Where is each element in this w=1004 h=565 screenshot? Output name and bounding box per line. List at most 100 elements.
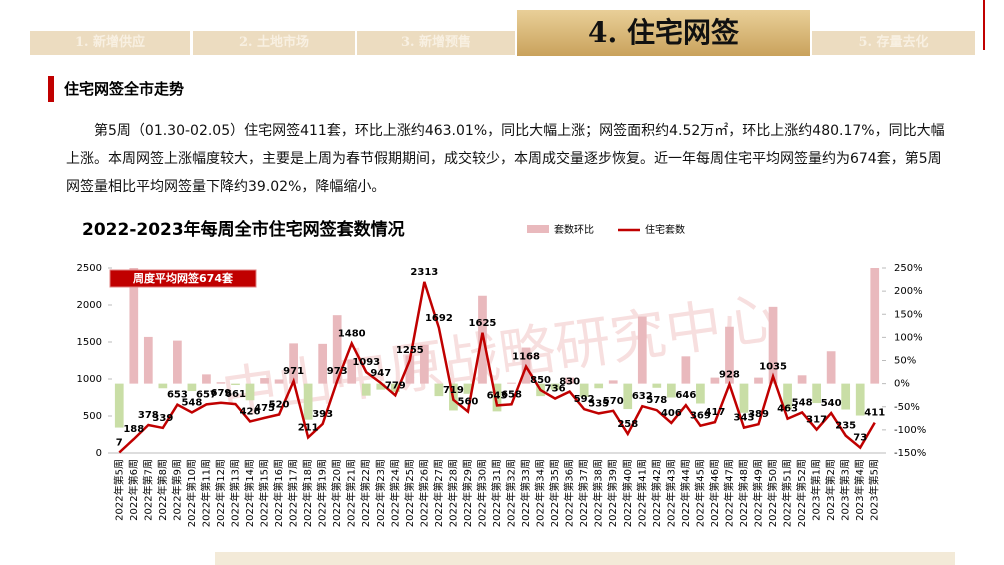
- bar: [361, 383, 371, 396]
- x-tick-label: 2022年第6周: [127, 459, 140, 521]
- data-label: 646: [675, 390, 696, 401]
- y2-tick-label: 0%: [894, 379, 910, 390]
- bar: [870, 268, 880, 384]
- y2-tick-label: -100%: [894, 425, 926, 436]
- chart-title: 2022-2023年每周全市住宅网签套数情况: [82, 219, 405, 240]
- data-label: 779: [385, 380, 406, 391]
- x-tick-label: 2022年第18周: [301, 459, 314, 527]
- tab[interactable]: 3. 新增预售: [357, 31, 515, 55]
- bar: [173, 340, 182, 384]
- x-tick-label: 2022年第46周: [708, 459, 721, 527]
- data-label: 343: [734, 413, 755, 424]
- bar: [260, 378, 269, 384]
- data-label: 850: [530, 375, 551, 386]
- x-tick-label: 2022年第35周: [548, 459, 561, 527]
- x-tick-label: 2022年第12周: [214, 459, 227, 527]
- data-label: 393: [312, 409, 333, 420]
- y-tick-label: 500: [83, 411, 102, 422]
- bar: [202, 374, 211, 384]
- x-tick-label: 2022年第22周: [359, 459, 372, 527]
- x-tick-label: 2022年第25周: [403, 459, 416, 527]
- section-heading: 住宅网签全市走势: [48, 76, 184, 102]
- x-tick-label: 2022年第21周: [345, 459, 358, 527]
- data-label: 971: [283, 366, 304, 377]
- bar: [274, 379, 284, 384]
- data-label: 339: [152, 413, 173, 424]
- bar: [318, 343, 328, 384]
- y-tick-label: 0: [96, 448, 102, 459]
- data-label: 1255: [396, 345, 424, 356]
- x-tick-label: 2022年第27周: [432, 459, 445, 527]
- data-label: 657: [196, 389, 217, 400]
- data-label: 719: [443, 385, 464, 396]
- data-label: 570: [603, 396, 624, 407]
- data-label: 188: [123, 424, 144, 435]
- x-tick-label: 2022年第9周: [170, 459, 183, 521]
- data-label: 830: [559, 377, 580, 388]
- data-label: 560: [458, 397, 479, 408]
- x-tick-label: 2022年第31周: [490, 459, 503, 527]
- data-label: 7: [116, 437, 123, 448]
- bar: [114, 383, 124, 428]
- data-label: 317: [806, 415, 827, 426]
- bar: [797, 375, 807, 384]
- tab[interactable]: 5. 存量去化: [812, 31, 975, 55]
- bar: [434, 383, 444, 397]
- bar: [420, 344, 429, 384]
- bar: [347, 359, 357, 384]
- x-tick-label: 2022年第5周: [112, 459, 125, 521]
- active-tab[interactable]: 4. 住宅网签: [517, 10, 810, 56]
- x-tick-label: 2023年第1周: [810, 459, 823, 521]
- x-tick-label: 2023年第2周: [824, 459, 837, 521]
- data-label: 2313: [410, 267, 438, 278]
- x-tick-label: 2022年第15周: [258, 459, 271, 527]
- bar: [696, 383, 705, 404]
- legend-label: 套数环比: [554, 223, 594, 236]
- bar: [754, 377, 763, 384]
- decor: [215, 552, 955, 565]
- bar: [579, 383, 589, 398]
- x-tick-label: 2022年第36周: [563, 459, 576, 527]
- bar: [841, 383, 851, 410]
- bar: [289, 343, 298, 384]
- data-label: 578: [646, 395, 667, 406]
- data-label: 548: [792, 397, 813, 408]
- tab[interactable]: 1. 新增供应: [30, 31, 190, 55]
- y2-tick-label: 200%: [894, 286, 923, 297]
- bar: [681, 356, 691, 384]
- x-tick-label: 2022年第24周: [388, 459, 401, 527]
- y2-tick-label: -150%: [894, 448, 926, 459]
- x-tick-label: 2022年第17周: [287, 459, 300, 527]
- x-tick-label: 2022年第34周: [534, 459, 547, 527]
- bar: [826, 351, 836, 384]
- x-tick-label: 2022年第10周: [185, 459, 198, 527]
- bar: [129, 268, 139, 384]
- tab[interactable]: 2. 土地市场: [193, 31, 355, 55]
- bar: [187, 383, 197, 392]
- x-tick-label: 2022年第30周: [475, 459, 488, 527]
- data-label: 417: [704, 407, 725, 418]
- x-tick-label: 2022年第16周: [272, 459, 285, 527]
- data-label: 658: [501, 389, 522, 400]
- x-tick-label: 2022年第40周: [621, 459, 634, 527]
- data-label: 1480: [338, 328, 366, 339]
- x-tick-label: 2022年第37周: [577, 459, 590, 527]
- x-tick-label: 2022年第38周: [592, 459, 605, 527]
- x-tick-label: 2022年第29周: [461, 459, 474, 527]
- data-label: 540: [821, 398, 842, 409]
- legend-label: 住宅套数: [645, 223, 685, 236]
- data-label: 1625: [469, 318, 497, 329]
- data-label: 1168: [512, 352, 540, 363]
- x-tick-label: 2022年第20周: [330, 459, 343, 527]
- data-label: 1692: [425, 313, 453, 324]
- annotation-box: [109, 269, 257, 288]
- data-label: 679: [211, 388, 232, 399]
- x-tick-label: 2022年第48周: [737, 459, 750, 527]
- bar: [463, 383, 473, 394]
- x-tick-label: 2022年第51周: [781, 459, 794, 527]
- legend-swatch: [527, 225, 549, 233]
- bar: [739, 383, 749, 413]
- data-label: 947: [370, 368, 391, 379]
- bar: [231, 383, 240, 386]
